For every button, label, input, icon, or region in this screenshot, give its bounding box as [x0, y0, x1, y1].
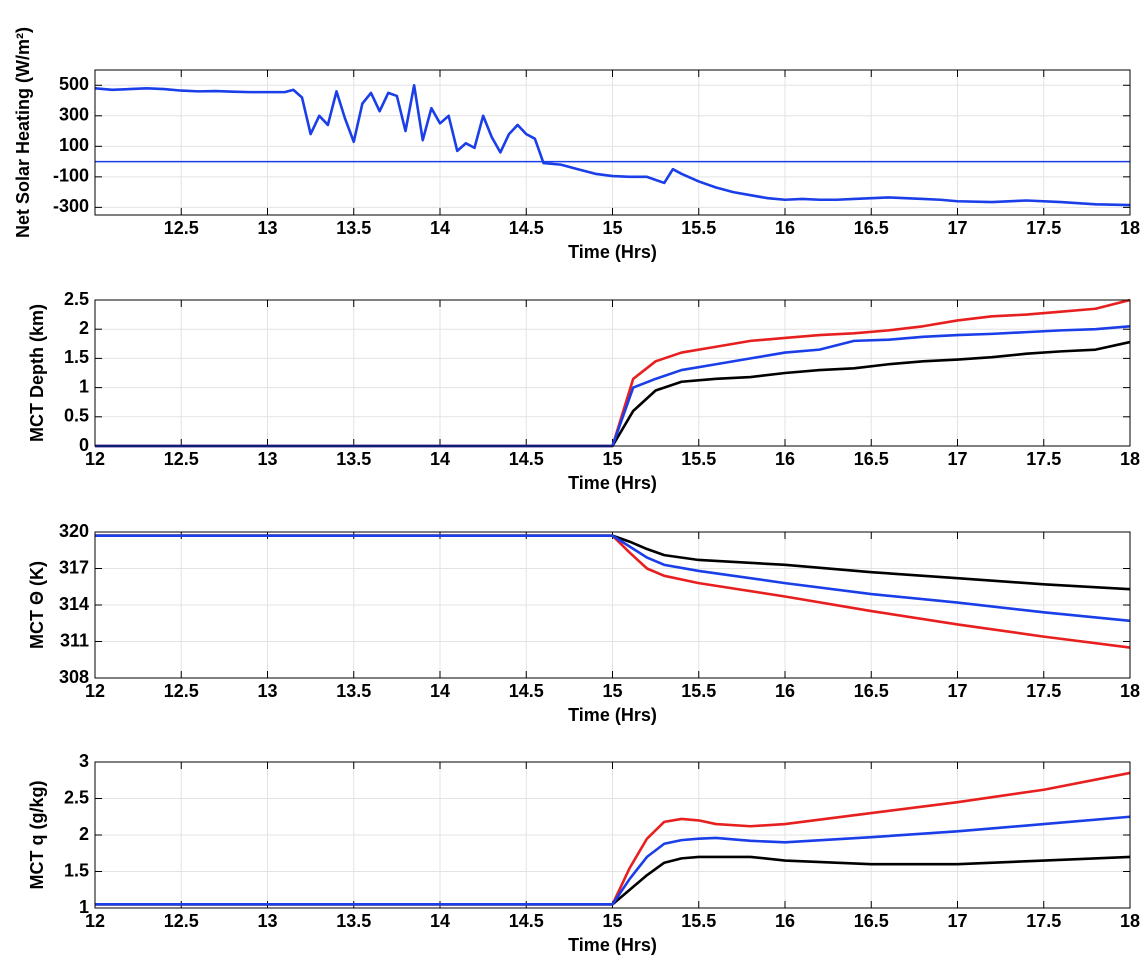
x-tick-label: 18 — [1120, 681, 1140, 701]
y-axis-label: MCT Θ (K) — [27, 561, 47, 649]
x-tick-label: 18 — [1120, 218, 1140, 238]
subplot: 12 12.5 13 13.5 14 14.5 15 15.5 16 16.5 17 17.5 18 30… — [27, 521, 1140, 725]
y-tick-label: 1.5 — [64, 347, 89, 367]
x-tick-label: 12 — [85, 449, 105, 469]
x-tick-label: 13.5 — [336, 218, 371, 238]
data-line — [95, 298, 1131, 448]
x-tick-label: 17 — [947, 681, 967, 701]
y-axis-label: Net Solar Heating (W/m²) — [13, 27, 33, 238]
x-tick-label: 13 — [257, 681, 277, 701]
data-line — [95, 340, 1131, 448]
axes-box — [94, 299, 1131, 447]
x-axis-label: Time (Hrs) — [568, 705, 657, 725]
x-axis-label: Time (Hrs) — [568, 242, 657, 262]
data-line — [95, 771, 1131, 906]
x-tick-label: 15.5 — [681, 449, 716, 469]
x-tick-label: 15 — [602, 911, 622, 931]
data-line — [95, 855, 1131, 906]
x-tick-label: 17.5 — [1026, 681, 1061, 701]
y-tick-label: 311 — [60, 630, 89, 650]
x-tick-label: 14 — [430, 911, 450, 931]
y-tick-label: 320 — [59, 521, 89, 541]
x-tick-label: 15 — [602, 449, 622, 469]
x-tick-label: 16.5 — [854, 218, 889, 238]
y-tick-label: 317 — [59, 557, 89, 577]
x-tick-label: 12 — [85, 911, 105, 931]
x-tick-label: 14.5 — [509, 218, 544, 238]
data-line — [95, 815, 1131, 906]
x-tick-label: 18 — [1120, 449, 1140, 469]
axes-box — [94, 69, 1131, 216]
x-tick-label: 13 — [257, 218, 277, 238]
y-tick-label: 1.5 — [64, 860, 89, 880]
x-tick-label: 17 — [947, 449, 967, 469]
y-tick-label: 0 — [79, 435, 89, 455]
y-tick-label: 2.5 — [64, 289, 89, 309]
x-tick-label: 13.5 — [336, 911, 371, 931]
x-tick-label: 17.5 — [1026, 911, 1061, 931]
data-line — [94, 83, 1131, 207]
x-tick-label: 15.5 — [681, 911, 716, 931]
x-tick-label: 15.5 — [681, 681, 716, 701]
y-tick-label: 314 — [59, 594, 89, 614]
y-tick-label: 500 — [59, 74, 89, 94]
data-line — [95, 534, 1131, 623]
x-tick-label: 14 — [430, 681, 450, 701]
x-tick-label: 15 — [602, 218, 622, 238]
y-tick-label: 2 — [79, 824, 89, 844]
x-tick-label: 14 — [430, 449, 450, 469]
data-line — [95, 534, 1131, 649]
subplot: 12.5 13 13.5 14 14.5 15 15.5 16 16.5 17 17.5 18 -300… — [13, 27, 1140, 262]
x-tick-label: 14.5 — [509, 911, 544, 931]
x-tick-label: 16 — [775, 449, 795, 469]
axes-box — [94, 761, 1131, 909]
data-line — [95, 324, 1131, 448]
x-tick-label: 13.5 — [336, 449, 371, 469]
y-tick-label: 3 — [79, 751, 89, 771]
x-tick-label: 16.5 — [854, 911, 889, 931]
x-tick-label: 16.5 — [854, 681, 889, 701]
x-tick-label: 12.5 — [164, 449, 199, 469]
x-tick-label: 15.5 — [681, 218, 716, 238]
x-tick-label: 17.5 — [1026, 449, 1061, 469]
x-tick-label: 16 — [775, 681, 795, 701]
x-tick-label: 13 — [257, 911, 277, 931]
x-axis-label: Time (Hrs) — [568, 473, 657, 493]
x-tick-label: 14 — [430, 218, 450, 238]
x-tick-label: 16.5 — [854, 449, 889, 469]
x-tick-label: 16 — [775, 911, 795, 931]
x-tick-label: 18 — [1120, 911, 1140, 931]
x-tick-label: 17 — [947, 911, 967, 931]
subplot: 12 12.5 13 13.5 14 14.5 15 15.5 16 16.5 17 17.5 1800… — [27, 289, 1140, 493]
y-tick-label: 308 — [59, 667, 89, 687]
x-tick-label: 14.5 — [509, 449, 544, 469]
y-tick-label: 0.5 — [64, 406, 89, 426]
y-tick-label: -300 — [53, 196, 89, 216]
y-tick-label: 100 — [59, 135, 89, 155]
y-tick-label: 2 — [79, 318, 89, 338]
x-tick-label: 15 — [602, 681, 622, 701]
y-tick-label: 1 — [79, 897, 89, 917]
y-tick-label: 300 — [59, 105, 89, 125]
axes-box — [94, 531, 1131, 679]
x-tick-label: 13.5 — [336, 681, 371, 701]
y-axis-label: MCT Depth (km) — [27, 304, 47, 442]
x-tick-label: 17 — [947, 218, 967, 238]
x-tick-label: 13 — [257, 449, 277, 469]
y-axis-label: MCT q (g/kg) — [27, 781, 47, 890]
data-line — [95, 534, 1131, 591]
x-tick-label: 12.5 — [164, 681, 199, 701]
y-tick-label: 2.5 — [64, 787, 89, 807]
x-tick-label: 12.5 — [164, 911, 199, 931]
y-tick-label: 1 — [79, 376, 89, 396]
x-tick-label: 17.5 — [1026, 218, 1061, 238]
x-tick-label: 14.5 — [509, 681, 544, 701]
x-tick-label: 12.5 — [164, 218, 199, 238]
y-tick-label: -100 — [53, 166, 89, 186]
x-axis-label: Time (Hrs) — [568, 935, 657, 955]
x-tick-label: 16 — [775, 218, 795, 238]
x-tick-label: 12 — [85, 681, 105, 701]
subplot: 12 12.5 13 13.5 14 14.5 15 15.5 16 16.5 17 17.5 18 1 1… — [27, 751, 1140, 955]
